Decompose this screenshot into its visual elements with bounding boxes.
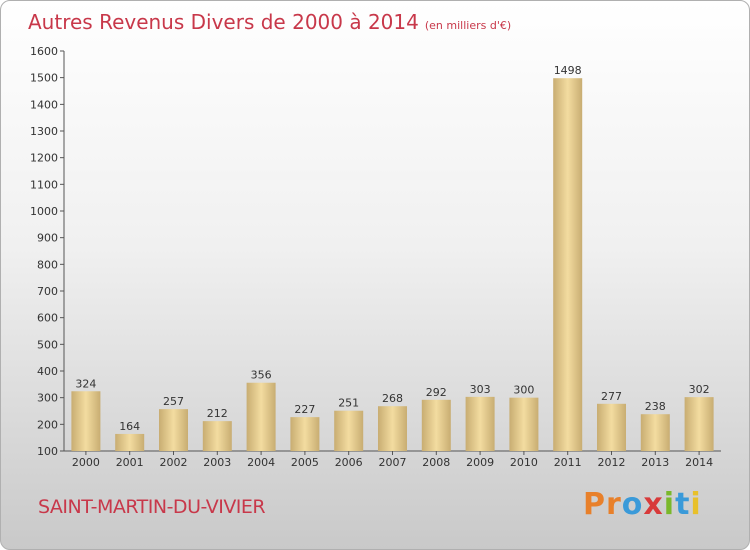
data-label: 324 <box>75 377 96 390</box>
x-tick-label: 2003 <box>203 456 231 469</box>
chart-labels: 2000 324 2001 164 2002 257 2003 212 2004 356 2005 2… <box>72 64 713 469</box>
logo-letter: x <box>643 487 664 522</box>
y-tick-label: 1500 <box>30 72 58 85</box>
proxiti-logo[interactable]: Proxiti <box>583 487 702 522</box>
x-tick-label: 2006 <box>335 456 363 469</box>
x-tick-label: 2001 <box>116 456 144 469</box>
y-tick-label: 600 <box>37 312 58 325</box>
x-tick-label: 2004 <box>247 456 275 469</box>
data-label: 251 <box>338 397 359 410</box>
bar <box>597 403 626 451</box>
x-tick-label: 2009 <box>466 456 494 469</box>
logo-letter: t <box>675 487 691 522</box>
y-tick-label: 1100 <box>30 178 58 191</box>
data-label: 303 <box>470 383 491 396</box>
data-label: 277 <box>601 390 622 403</box>
logo-letter: o <box>621 487 644 522</box>
data-label: 212 <box>207 407 228 420</box>
bar <box>290 417 320 451</box>
bar <box>159 409 188 451</box>
data-label: 356 <box>251 369 272 382</box>
bar <box>509 397 539 451</box>
data-label: 300 <box>513 384 534 397</box>
y-tick-label: 300 <box>37 392 58 405</box>
bar <box>115 433 145 451</box>
y-tick-label: 700 <box>37 285 58 298</box>
x-tick-label: 2007 <box>379 456 407 469</box>
bar <box>640 414 670 451</box>
logo-letter: P <box>583 487 606 522</box>
chart-title: Autres Revenus Divers de 2000 à 2014 (en … <box>28 10 511 34</box>
y-tick-label: 1000 <box>30 205 58 218</box>
x-tick-label: 2005 <box>291 456 319 469</box>
data-label: 292 <box>426 386 447 399</box>
y-tick-label: 100 <box>37 445 58 458</box>
x-tick-label: 2000 <box>72 456 100 469</box>
y-tick-label: 1300 <box>30 125 58 138</box>
data-label: 164 <box>119 420 140 433</box>
data-label: 238 <box>645 400 666 413</box>
x-tick-label: 2008 <box>422 456 450 469</box>
x-tick-label: 2002 <box>160 456 188 469</box>
logo-letter: i <box>663 487 676 522</box>
chart-bars <box>71 78 714 451</box>
bar <box>421 399 451 451</box>
y-tick-label: 500 <box>37 338 58 351</box>
chart-axes: 100 200 300 400 500 600 700 800 900 1000 1100 1200 1… <box>30 45 721 458</box>
x-tick-label: 2011 <box>554 456 582 469</box>
data-label: 227 <box>294 403 315 416</box>
x-tick-label: 2010 <box>510 456 538 469</box>
y-tick-label: 200 <box>37 418 58 431</box>
bar <box>71 391 101 451</box>
bar <box>202 421 232 451</box>
x-tick-label: 2013 <box>641 456 669 469</box>
y-tick-label: 800 <box>37 258 58 271</box>
y-tick-label: 1400 <box>30 98 58 111</box>
x-tick-label: 2012 <box>598 456 626 469</box>
city-name: SAINT-MARTIN-DU-VIVIER <box>38 496 266 518</box>
data-label: 268 <box>382 392 403 405</box>
bar <box>684 397 714 451</box>
data-label: 302 <box>689 383 710 396</box>
bar <box>465 396 495 451</box>
bar <box>553 78 583 451</box>
data-label: 1498 <box>554 64 582 77</box>
logo-letter: i <box>690 487 702 522</box>
logo-letter: r <box>606 487 622 522</box>
bar <box>378 406 407 451</box>
y-tick-label: 1200 <box>30 152 58 165</box>
y-tick-label: 400 <box>37 365 58 378</box>
y-tick-label: 1600 <box>30 45 58 58</box>
x-tick-label: 2014 <box>685 456 713 469</box>
bar <box>246 382 276 451</box>
chart-title-text: Autres Revenus Divers de 2000 à 2014 <box>28 10 419 34</box>
chart-unit: (en milliers d'€) <box>424 19 512 32</box>
bar <box>334 410 364 451</box>
y-tick-label: 900 <box>37 232 58 245</box>
data-label: 257 <box>163 395 184 408</box>
